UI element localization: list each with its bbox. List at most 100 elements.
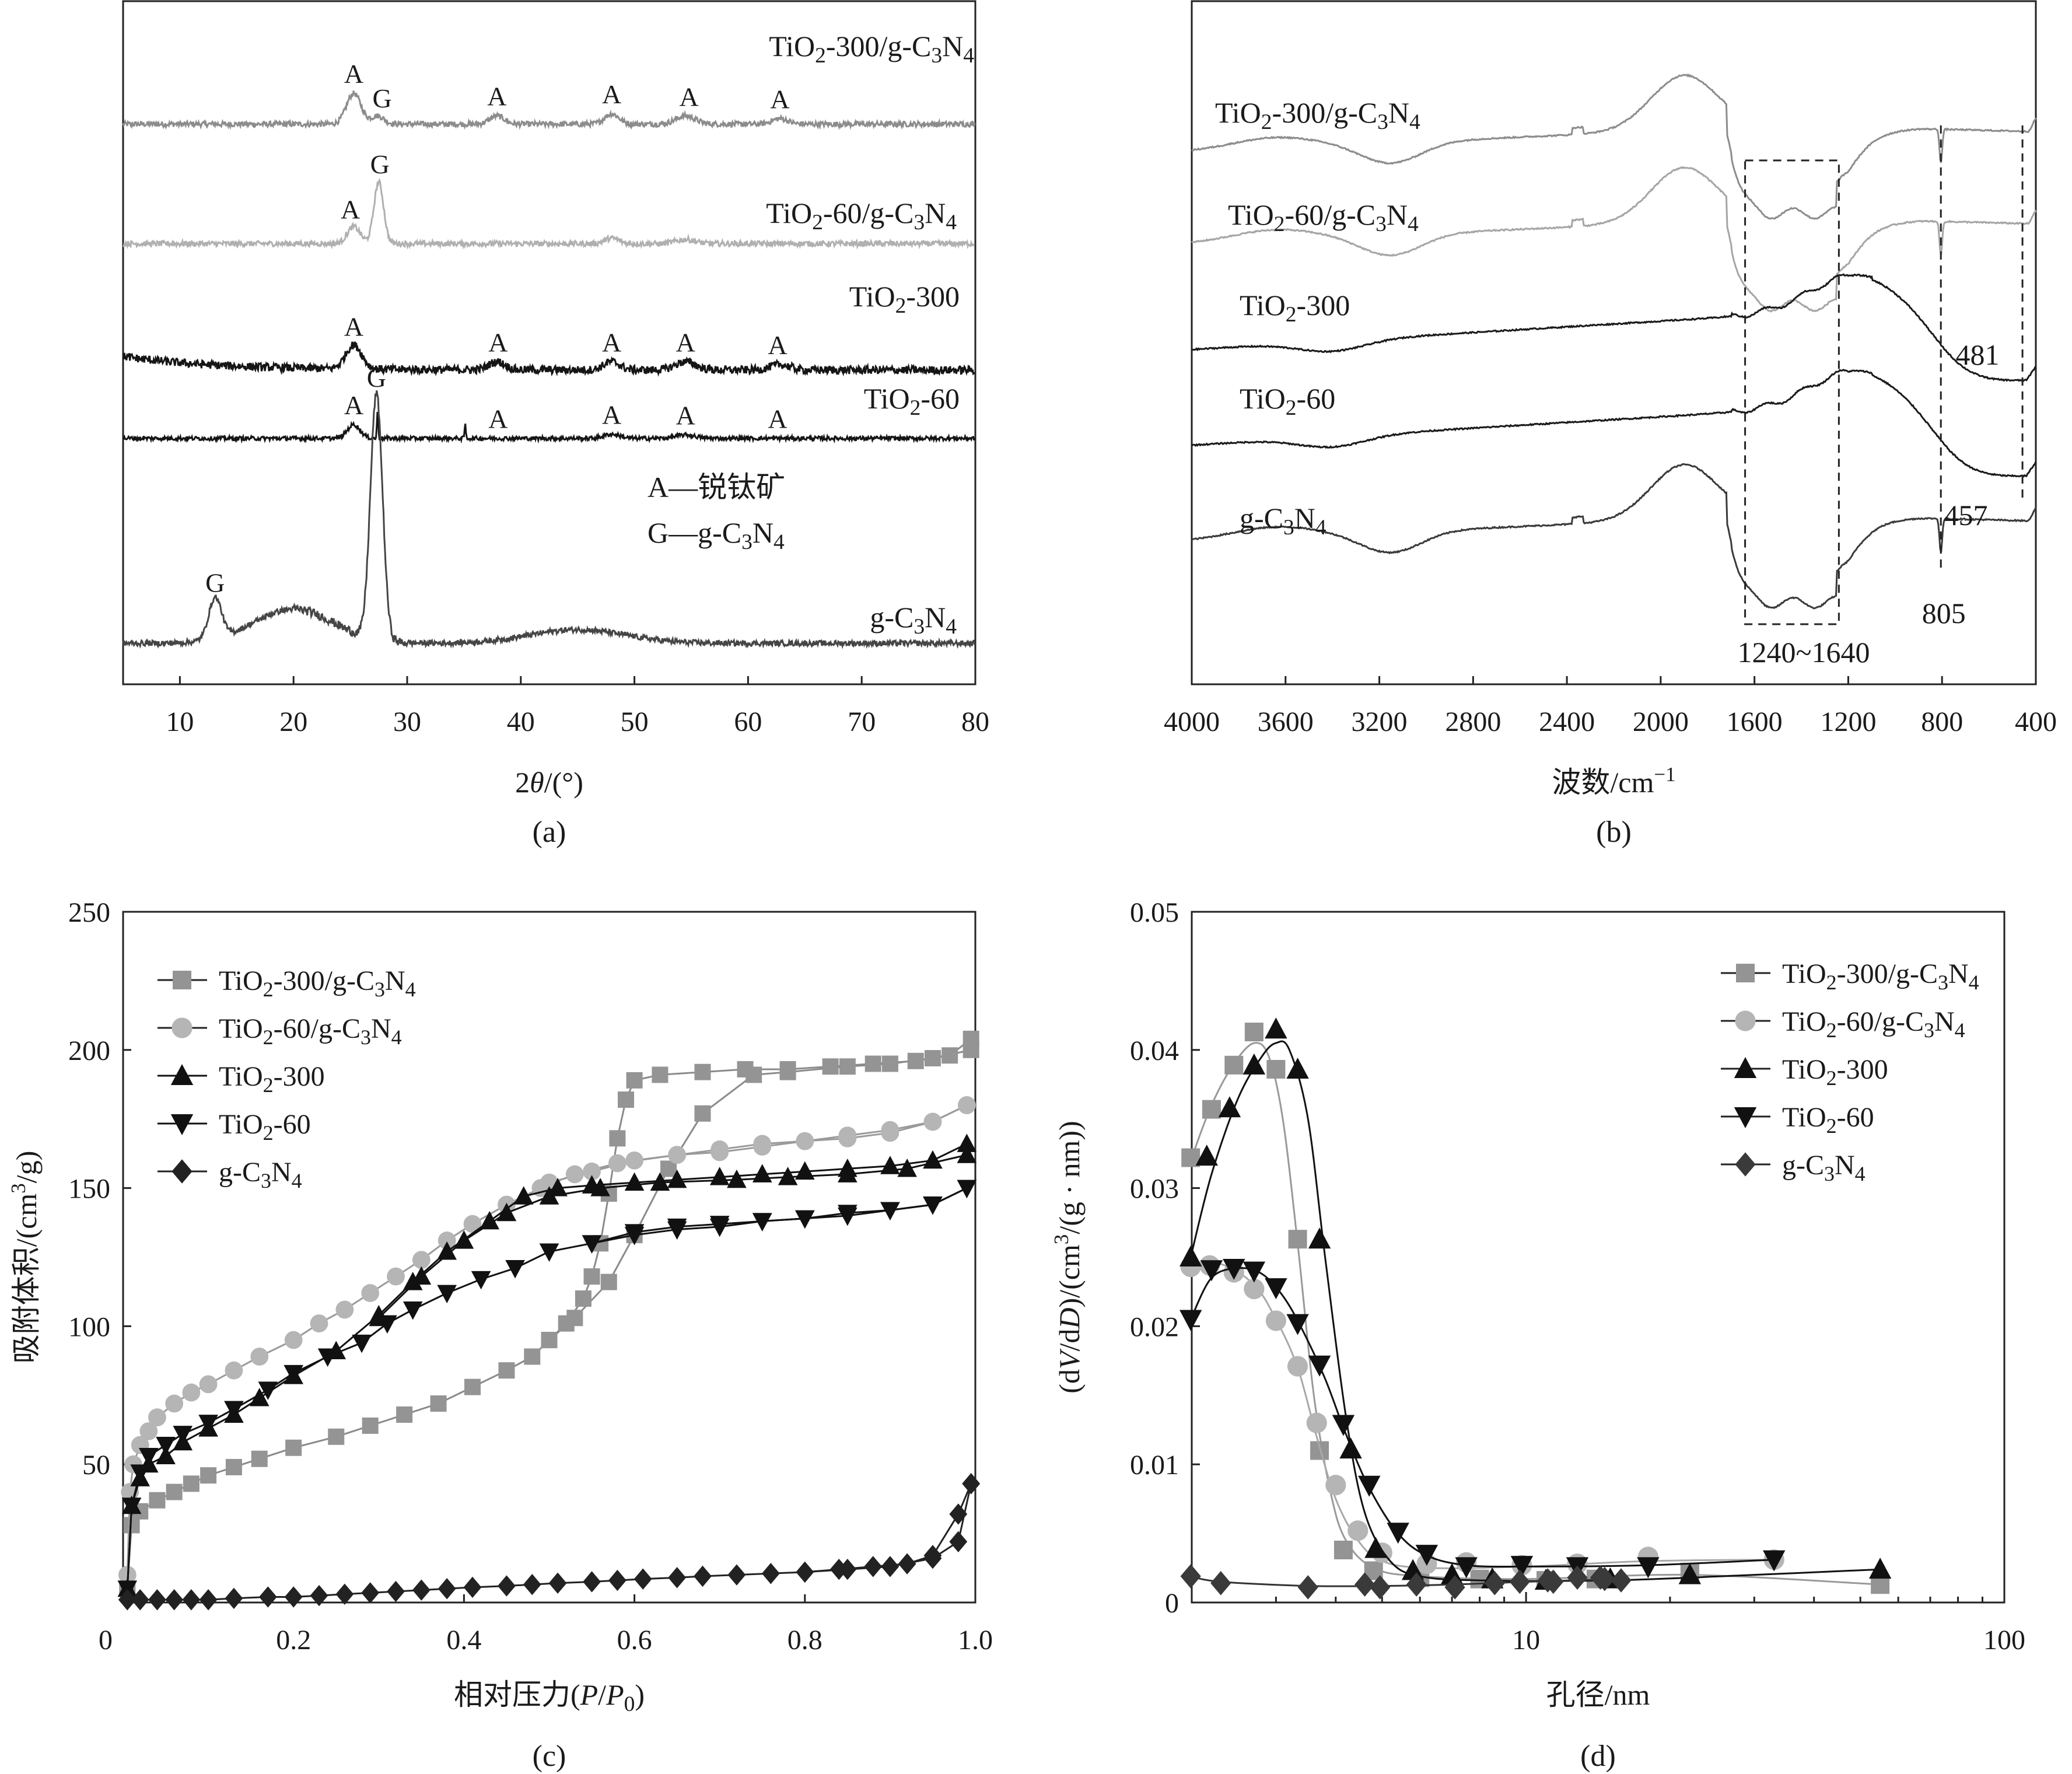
diamond-marker — [1297, 1575, 1318, 1600]
triangle-up-marker — [1265, 1017, 1287, 1039]
triangle-up-marker — [513, 1186, 534, 1205]
triangle-up-marker — [650, 1172, 670, 1191]
x-axis-label: 2θ/(°) — [515, 766, 583, 799]
circle-marker — [1287, 1356, 1308, 1377]
series-label: g-C3N4 — [870, 601, 957, 639]
peak-label: A — [487, 82, 506, 111]
triangle-down-marker — [258, 1381, 278, 1400]
triangle-up-marker — [727, 1169, 747, 1188]
y-tick-label: 250 — [68, 897, 110, 928]
x-axis-label: 相对压力(P/P0) — [454, 1678, 645, 1716]
circle-marker — [310, 1314, 328, 1333]
circle-marker — [881, 1124, 900, 1142]
peak-label: A — [602, 400, 621, 429]
series-label: TiO2-60 — [864, 382, 960, 420]
plot-frame — [122, 911, 977, 1604]
triangle-up-marker — [437, 1241, 457, 1260]
xrd-series-line — [123, 411, 976, 444]
circle-marker — [335, 1300, 354, 1319]
series-label: TiO2-60/g-C3N4 — [1228, 198, 1419, 236]
x-tick-label: 2000 — [1633, 706, 1689, 737]
diamond-marker — [498, 1575, 516, 1597]
triangle-down-marker — [156, 1437, 176, 1455]
diamond-marker — [949, 1531, 968, 1553]
highlight-box — [1744, 159, 1840, 625]
triangle-down-marker — [402, 1301, 423, 1320]
diamond-marker — [838, 1558, 857, 1580]
circle-marker — [710, 1143, 729, 1161]
triangle-down-marker — [1387, 1523, 1409, 1544]
peak-label: G — [370, 149, 390, 179]
square-marker — [1244, 1023, 1264, 1042]
peak-annotation: 805 — [1922, 597, 1966, 629]
triangle-up-marker — [1364, 1537, 1387, 1558]
triangle-up-marker — [752, 1164, 772, 1182]
psd-curve — [1189, 1040, 1881, 1582]
series-label: TiO2-60/g-C3N4 — [766, 197, 957, 235]
triangle-down-marker — [352, 1334, 372, 1353]
diamond-marker — [1484, 1571, 1505, 1595]
triangle-down-marker — [1734, 1107, 1757, 1128]
series-label: TiO2-60 — [1240, 382, 1335, 420]
legend-gcn: G—g-C3N4 — [648, 516, 785, 554]
xrd-series-line — [122, 341, 975, 377]
diamond-marker — [361, 1582, 380, 1604]
x-tick-label: 20 — [279, 706, 307, 737]
diamond-marker — [310, 1584, 328, 1607]
x-tick-label: 1600 — [1727, 706, 1783, 737]
square-marker — [942, 1047, 958, 1064]
x-tick-label: 2400 — [1539, 706, 1595, 737]
x-tick-label: 0.4 — [446, 1625, 481, 1656]
triangle-up-marker — [1678, 1563, 1702, 1584]
square-marker — [328, 1428, 345, 1445]
y-tick-label: 50 — [82, 1450, 110, 1481]
diamond-marker — [1210, 1571, 1231, 1595]
panel-b-ftir: 4000 3600 3200 2800 2400 2000 1600 1200 800 400 波数… — [1164, 0, 2057, 849]
circle-marker — [463, 1215, 482, 1233]
triangle-down-marker — [923, 1196, 943, 1215]
circle-marker — [1735, 1010, 1756, 1031]
triangle-down-marker — [505, 1259, 525, 1279]
circle-marker — [1348, 1520, 1368, 1541]
square-marker — [881, 1055, 898, 1072]
triangle-up-marker — [590, 1178, 610, 1196]
square-marker — [575, 1290, 592, 1307]
circle-marker — [957, 1096, 976, 1114]
circle-marker — [361, 1284, 380, 1302]
diamond-marker — [1354, 1572, 1376, 1597]
square-marker — [173, 971, 191, 989]
y-tick-label: 0.01 — [1130, 1450, 1179, 1481]
diamond-marker — [761, 1563, 780, 1584]
triangle-down-marker — [880, 1202, 900, 1220]
x-tick-label: 0.6 — [617, 1625, 652, 1656]
square-marker — [1288, 1230, 1307, 1249]
circle-marker — [668, 1146, 687, 1164]
y-axis-label: (dV/dD)/(cm3/(g · nm)) — [1050, 1121, 1086, 1393]
triangle-up-marker — [548, 1178, 568, 1196]
triangle-up-marker — [480, 1210, 500, 1230]
triangle-down-marker — [130, 1464, 150, 1483]
triangle-up-marker — [1242, 1053, 1266, 1075]
square-marker — [1224, 1055, 1244, 1075]
peak-label: A — [602, 79, 621, 109]
y-tick-label: 150 — [68, 1174, 110, 1205]
triangle-up-marker — [249, 1388, 270, 1406]
panel-label: (b) — [1596, 816, 1632, 849]
triangle-down-marker — [1510, 1556, 1534, 1577]
diamond-marker — [199, 1589, 218, 1611]
triangle-down-marker — [1763, 1550, 1786, 1572]
triangle-down-marker — [1180, 1310, 1202, 1331]
peak-label: A — [770, 84, 789, 114]
triangle-down-marker — [317, 1348, 338, 1367]
square-marker — [583, 1268, 600, 1285]
triangle-down-marker — [121, 1497, 142, 1516]
triangle-up-marker — [923, 1150, 943, 1169]
triangle-up-marker — [411, 1266, 432, 1285]
x-tick-label: 4000 — [1164, 706, 1220, 737]
circle-marker — [284, 1331, 303, 1349]
diamond-marker — [412, 1579, 430, 1601]
diamond-marker — [1406, 1572, 1427, 1597]
triangle-up-marker — [496, 1202, 517, 1222]
peak-annotation: 481 — [1956, 338, 2000, 371]
